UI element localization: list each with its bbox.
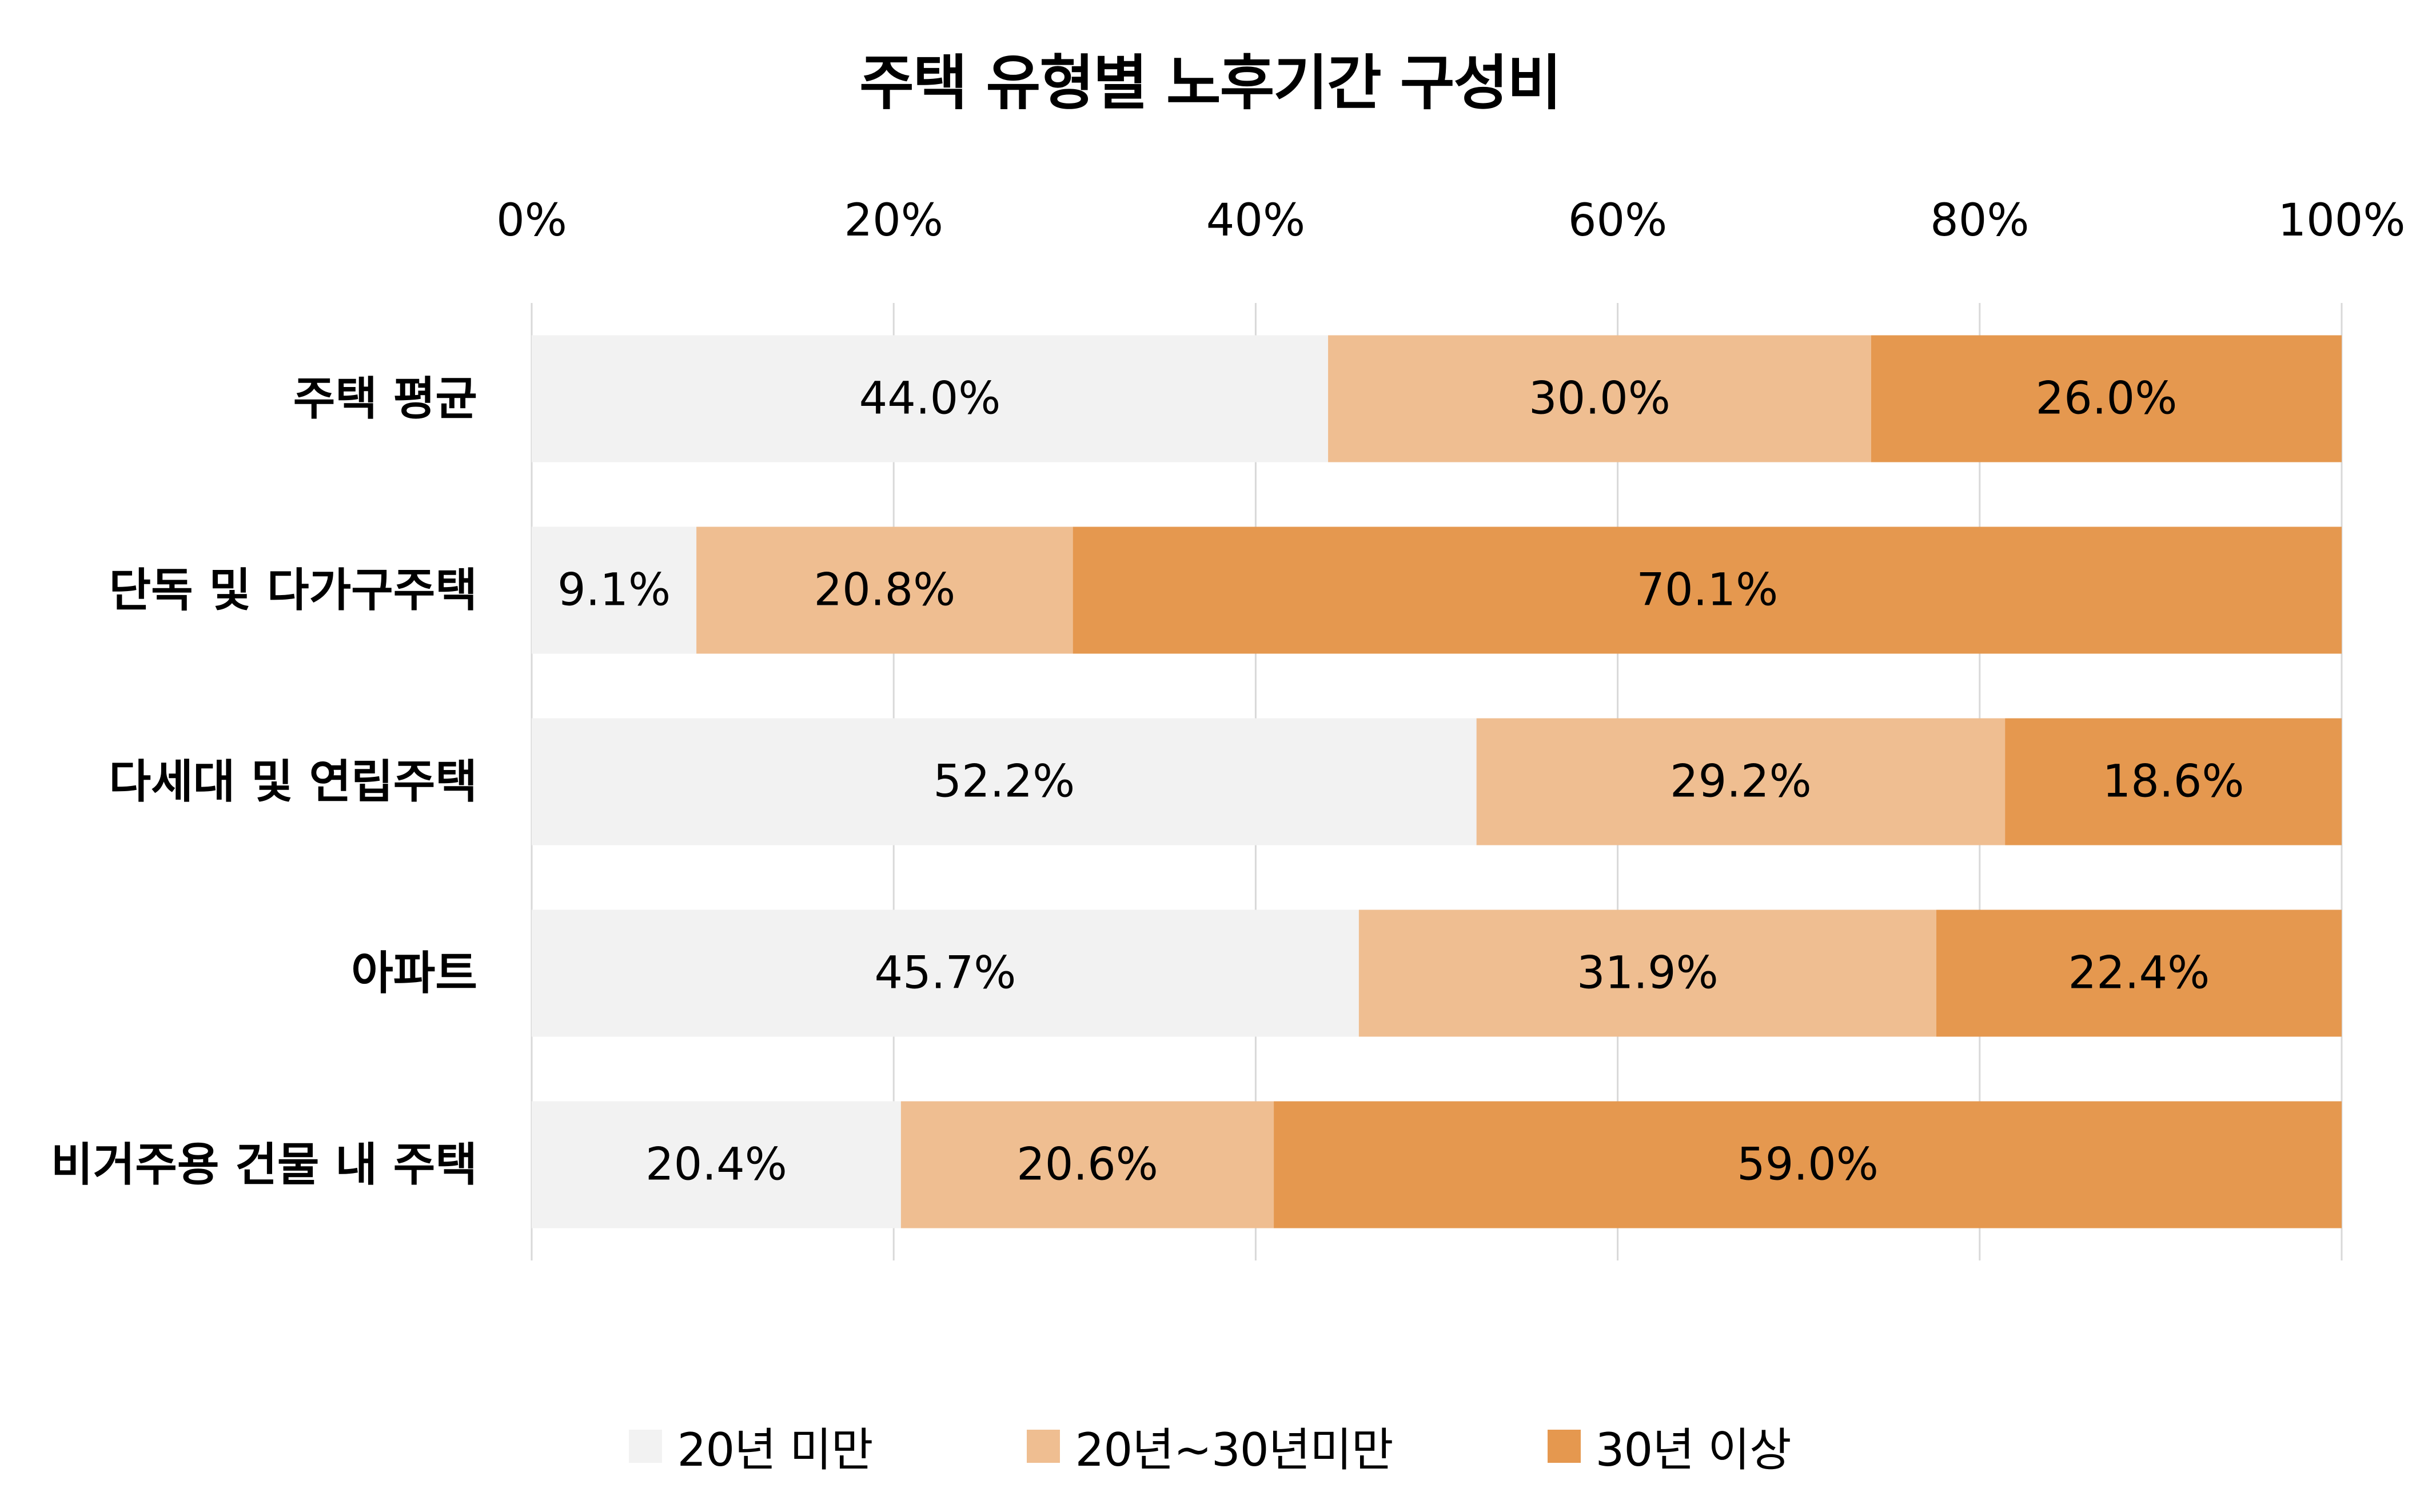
bar-segment xyxy=(900,1101,1274,1228)
bar-segment xyxy=(696,526,1073,654)
legend-swatch xyxy=(1547,1430,1581,1463)
bar-segment xyxy=(532,335,1329,462)
data-label: 22.4% xyxy=(2068,948,2210,999)
chart-title: 주택 유형별 노후기간 구성비 xyxy=(859,47,1562,118)
legend: 20년 미만 20년~30년미만 30년 이상 xyxy=(0,1403,2420,1489)
x-tick-label: 100% xyxy=(2278,195,2406,246)
bar-segment xyxy=(1274,1101,2342,1228)
bar-segment xyxy=(532,718,1477,845)
bar-segment xyxy=(1358,909,1936,1037)
data-label: 20.6% xyxy=(1016,1139,1158,1191)
data-label: 30.0% xyxy=(1529,373,1671,425)
category-label: 아파트 xyxy=(351,947,477,1000)
category-label: 다세대 및 연립주택 xyxy=(109,755,477,808)
x-tick-label: 20% xyxy=(844,195,943,246)
data-label: 59.0% xyxy=(1737,1139,1879,1191)
x-tick-label: 40% xyxy=(1206,195,1305,246)
x-tick-label: 80% xyxy=(1930,195,2029,246)
legend-item: 20년 미만 xyxy=(629,1413,873,1479)
data-label: 29.2% xyxy=(1670,756,1812,808)
bar-segment xyxy=(1328,335,1871,462)
data-label: 26.0% xyxy=(2036,373,2178,425)
legend-item: 30년 이상 xyxy=(1547,1413,1792,1479)
data-label: 45.7% xyxy=(875,948,1016,999)
data-label: 9.1% xyxy=(557,565,671,616)
bar-segment xyxy=(2005,718,2342,845)
data-label: 20.8% xyxy=(814,565,955,616)
data-label: 18.6% xyxy=(2103,756,2244,808)
legend-item: 20년~30년미만 xyxy=(1027,1413,1394,1479)
data-label: 70.1% xyxy=(1636,565,1778,616)
bar-segment xyxy=(532,526,697,654)
category-label: 단독 및 다가구주택 xyxy=(109,564,477,617)
bar-segment xyxy=(1936,909,2342,1037)
category-label: 비거주용 건물 내 주택 xyxy=(51,1138,477,1191)
bar-segment xyxy=(1871,335,2342,462)
data-label: 31.9% xyxy=(1577,948,1719,999)
category-label: 주택 평균 xyxy=(293,372,477,425)
bar-segment xyxy=(1073,526,2342,654)
data-label: 52.2% xyxy=(933,756,1075,808)
legend-swatch xyxy=(629,1430,663,1463)
bar-segment xyxy=(532,909,1359,1037)
data-label: 44.0% xyxy=(859,373,1001,425)
x-tick-label: 0% xyxy=(496,195,567,246)
legend-label: 20년~30년미만 xyxy=(1075,1423,1393,1477)
bar-segment xyxy=(532,1101,901,1228)
legend-swatch xyxy=(1027,1430,1061,1463)
legend-label: 30년 이상 xyxy=(1595,1423,1792,1477)
data-label: 20.4% xyxy=(645,1139,787,1191)
x-tick-label: 60% xyxy=(1568,195,1667,246)
legend-label: 20년 미만 xyxy=(677,1423,873,1477)
bar-segment xyxy=(1476,718,2006,845)
